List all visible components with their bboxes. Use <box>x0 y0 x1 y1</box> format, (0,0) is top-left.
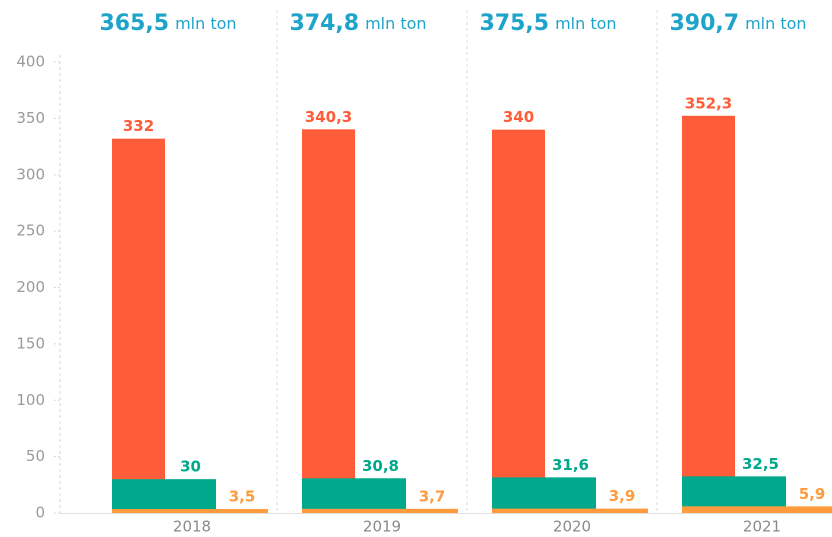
bar <box>302 478 406 513</box>
data-label: 5,9 <box>799 485 826 503</box>
y-tick-label: 0 <box>35 504 45 522</box>
data-label: 3,5 <box>229 488 256 506</box>
y-tick-label: 200 <box>16 278 45 296</box>
data-label: 352,3 <box>685 94 732 112</box>
total-unit: mln ton <box>365 14 426 33</box>
bar <box>112 138 165 514</box>
total-unit: mln ton <box>555 14 616 33</box>
bar <box>112 479 216 513</box>
x-tick-label: 2019 <box>363 518 401 536</box>
total-value: 365,5 <box>99 11 169 36</box>
data-label: 32,5 <box>742 455 779 473</box>
bar <box>302 129 355 513</box>
data-label: 3,9 <box>609 487 636 505</box>
data-label: 332 <box>123 117 154 135</box>
y-tick-label: 350 <box>16 109 45 127</box>
bar <box>682 115 735 514</box>
data-label: 30,8 <box>362 457 399 475</box>
bar <box>492 477 596 513</box>
bar <box>302 508 458 513</box>
data-label: 3,7 <box>419 487 446 505</box>
total-unit: mln ton <box>175 14 236 33</box>
x-tick-label: 2021 <box>743 518 781 536</box>
y-tick-label: 50 <box>26 447 45 465</box>
y-tick-label: 150 <box>16 334 45 352</box>
data-label: 31,6 <box>552 456 589 474</box>
y-tick-label: 100 <box>16 391 45 409</box>
data-label: 340,3 <box>305 108 352 126</box>
total-value: 374,8 <box>289 11 359 36</box>
x-tick-label: 2018 <box>173 518 211 536</box>
y-tick-label: 400 <box>16 53 45 71</box>
total-label: 365,5 mln ton <box>99 11 236 36</box>
bar <box>492 508 648 513</box>
total-unit: mln ton <box>745 14 806 33</box>
bar <box>112 509 268 513</box>
total-label: 375,5 mln ton <box>479 11 616 36</box>
total-value: 375,5 <box>479 11 549 36</box>
bar <box>682 506 832 513</box>
y-tick-label: 250 <box>16 222 45 240</box>
data-label: 340 <box>503 108 534 126</box>
x-tick-label: 2020 <box>553 518 591 536</box>
data-label: 30 <box>180 458 201 476</box>
total-label: 374,8 mln ton <box>289 11 426 36</box>
total-label: 390,7 mln ton <box>669 11 806 36</box>
bar <box>492 129 545 513</box>
y-tick-label: 300 <box>16 165 45 183</box>
total-value: 390,7 <box>669 11 739 36</box>
